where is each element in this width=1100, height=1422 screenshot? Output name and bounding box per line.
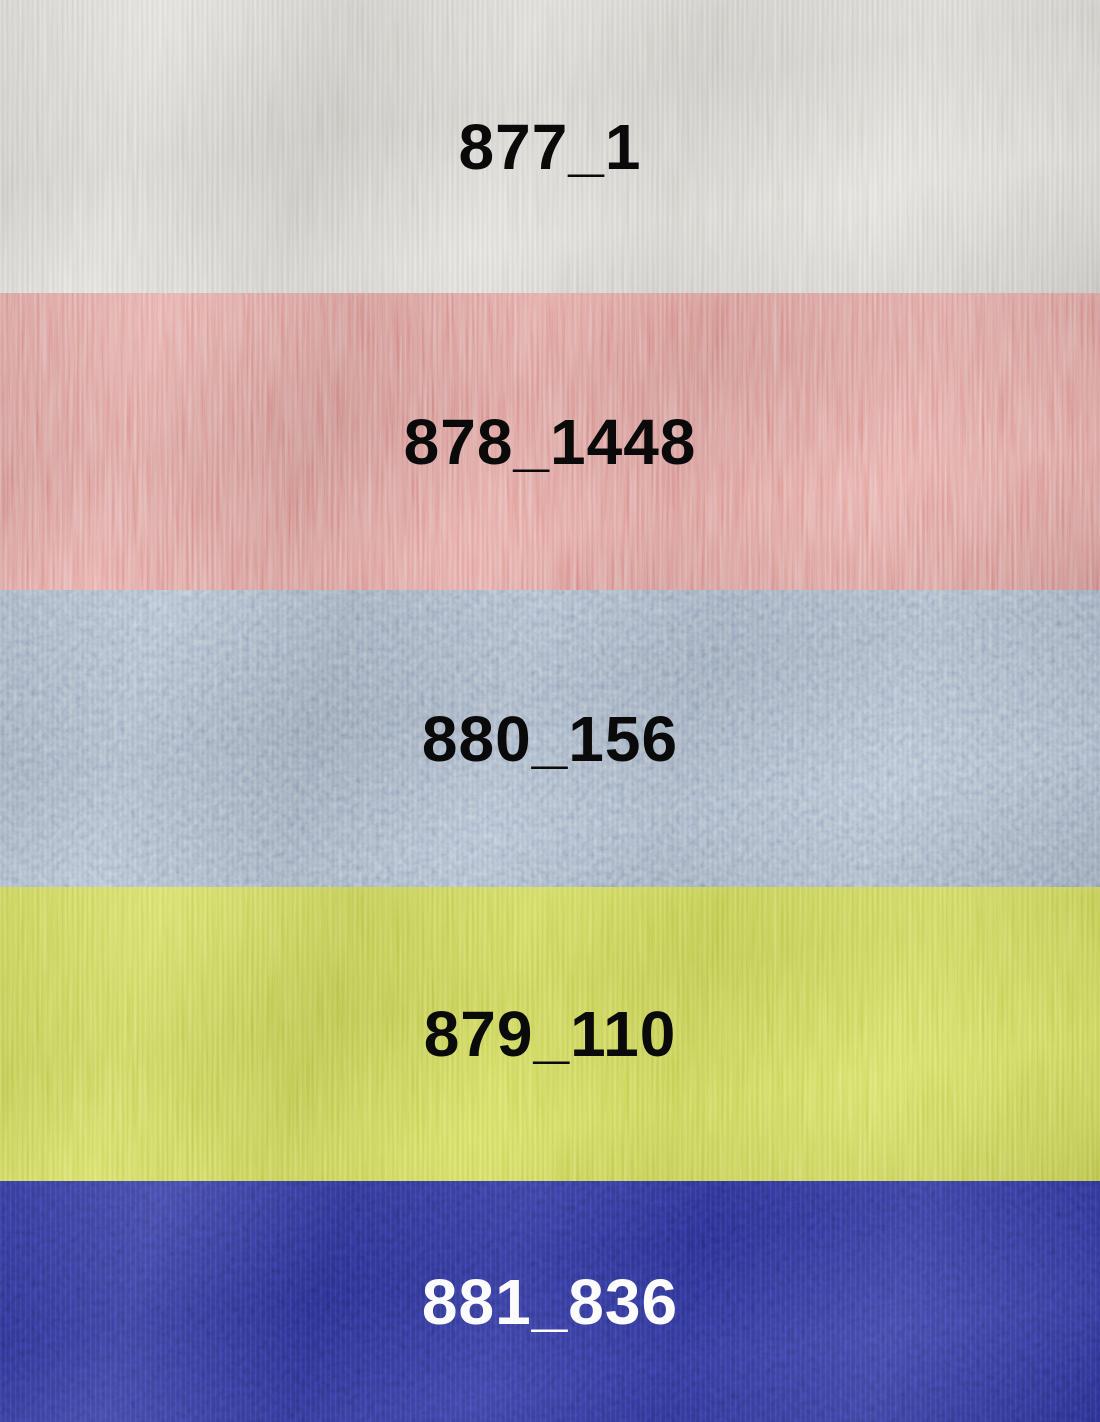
swatch-label: 878_1448 (403, 405, 697, 478)
swatch-label: 879_110 (423, 998, 677, 1070)
swatch-label: 877_1 (458, 110, 642, 183)
fabric-swatch: 879_110 (0, 887, 1100, 1181)
swatch-label: 881_836 (421, 1265, 679, 1338)
fabric-swatch: 881_836 (0, 1181, 1100, 1422)
swatch-label: 880_156 (421, 702, 679, 775)
fabric-swatch: 880_156 (0, 590, 1100, 887)
fabric-swatch: 878_1448 (0, 293, 1100, 590)
fabric-swatch: 877_1 (0, 0, 1100, 293)
